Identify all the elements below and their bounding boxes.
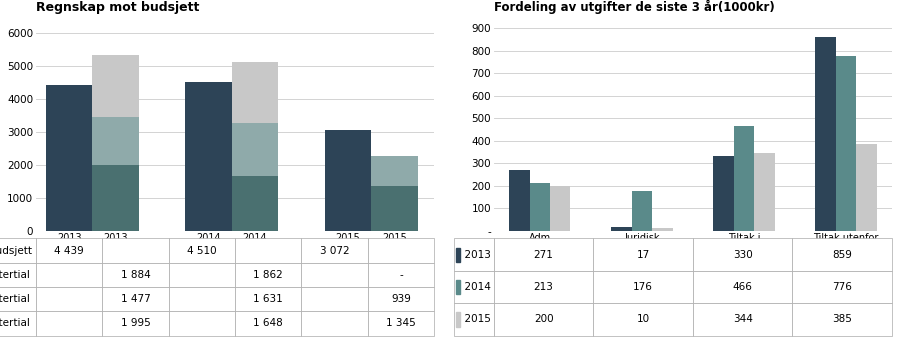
Bar bbox=[232, 62, 278, 123]
Bar bbox=[232, 123, 278, 177]
Bar bbox=[815, 37, 836, 231]
Bar bbox=[186, 82, 232, 231]
Text: Regnskap mot budsjett: Regnskap mot budsjett bbox=[36, 1, 199, 14]
Bar bbox=[509, 170, 530, 231]
Bar bbox=[652, 228, 672, 231]
Bar bbox=[46, 85, 93, 231]
Bar bbox=[324, 130, 371, 231]
Bar bbox=[93, 55, 139, 117]
Bar bbox=[754, 153, 775, 231]
Text: Akkumulert 1.-2.tert
Fordeling av utgifter de siste 3 år(1000kr): Akkumulert 1.-2.tert Fordeling av utgift… bbox=[494, 0, 775, 14]
Bar bbox=[530, 183, 550, 231]
Bar bbox=[550, 186, 570, 231]
Bar bbox=[371, 156, 417, 186]
Bar bbox=[632, 191, 652, 231]
Bar bbox=[611, 227, 632, 231]
Bar bbox=[93, 165, 139, 231]
Bar bbox=[714, 156, 733, 231]
Bar bbox=[856, 144, 877, 231]
Bar bbox=[232, 177, 278, 231]
Bar bbox=[93, 117, 139, 165]
Bar bbox=[371, 186, 417, 231]
Bar bbox=[733, 126, 754, 231]
Bar bbox=[836, 56, 856, 231]
